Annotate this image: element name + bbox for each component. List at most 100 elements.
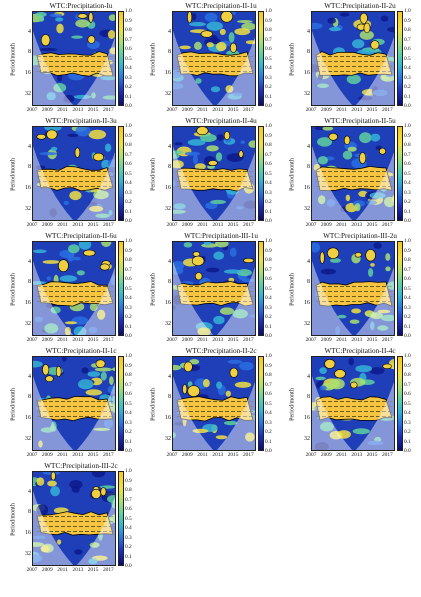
coherence-blob [373, 242, 382, 249]
wtc-panel: WTC:Precipitation-II-6u Period/month 4 8 16 3… [6, 232, 146, 367]
x-tick-label: 2017 [102, 452, 114, 458]
coherence-blob [63, 200, 69, 205]
coherence-blob [203, 379, 210, 388]
coherence-blob [367, 440, 384, 446]
coherence-blob [88, 326, 98, 334]
y-tick-label: 16 [165, 415, 171, 422]
x-tick-label: 2011 [197, 107, 208, 113]
colorbar [258, 356, 264, 451]
colorbar-tick-label: 0.3 [125, 189, 132, 196]
x-tick-label: 2013 [212, 107, 224, 113]
colorbar-tick-label: 0.4 [125, 525, 132, 531]
colorbar-tick-label: 0.1 [404, 323, 411, 330]
coherence-blob [355, 365, 372, 373]
y-tick-label: 8 [307, 49, 310, 56]
wtc-panel: WTC:Precipitation-III-2c Period/month 4 8 16… [6, 462, 146, 597]
panel-title: WTC:Precipitation-II-6u [45, 232, 117, 240]
coherence-blob [358, 96, 373, 101]
coherence-blob [109, 376, 114, 386]
x-tick-label: 2015 [227, 107, 239, 113]
significant-island [238, 150, 244, 158]
coherence-blob [195, 78, 202, 84]
significant-island [324, 359, 336, 369]
coherence-blob [111, 395, 115, 404]
significant-island [187, 12, 193, 24]
coherence-blob [329, 27, 341, 32]
colorbar-tick-label: 0.2 [125, 429, 132, 435]
x-tick-label: 2017 [102, 337, 114, 343]
y-axis-label: Period/month [10, 158, 17, 191]
y-tick-label: 16 [25, 70, 31, 77]
x-tick-label: 2017 [381, 452, 393, 458]
coherence-blob [377, 325, 389, 331]
colorbar-tick-label: 1.0 [125, 468, 132, 474]
x-tick-label: 2009 [181, 107, 193, 113]
x-tick-label: 2013 [212, 222, 224, 228]
wavelet-coherence-plot [311, 11, 395, 106]
cone-of-influence [33, 491, 115, 565]
significant-island [379, 147, 387, 155]
coherence-blob [322, 127, 334, 131]
coherence-blob [173, 180, 176, 187]
y-tick-label: 16 [304, 185, 310, 192]
coherence-blob [47, 480, 57, 487]
coherence-blob [89, 205, 104, 212]
x-tick-label: 2007 [305, 452, 317, 458]
y-tick-label: 32 [25, 90, 31, 97]
coherence-blob [206, 145, 219, 152]
colorbar-tick-label: 0.1 [125, 93, 132, 100]
coherence-blob [34, 316, 43, 323]
y-tick-label: 4 [168, 28, 171, 35]
cone-of-influence [173, 146, 255, 220]
coherence-blob [197, 327, 211, 335]
coherence-blob [35, 12, 47, 17]
coherence-blob [179, 45, 191, 50]
colorbar-tick-label: 0.6 [125, 276, 132, 282]
x-tick-label: 2013 [351, 107, 363, 113]
coherence-blob [234, 381, 252, 388]
significant-island [196, 127, 209, 136]
coherence-blob [93, 190, 109, 200]
colorbar-tick-label: 0.6 [265, 391, 272, 397]
colorbar-tick-label: 0.0 [125, 218, 132, 224]
significant-island [46, 129, 58, 140]
wtc-panel: WTC:Precipitation-II-3u Period/month 4 8 16 3… [6, 117, 146, 252]
coherence-blob [339, 12, 350, 17]
x-tick-label: 2017 [242, 337, 254, 343]
coherence-blob [38, 17, 45, 22]
colorbar [118, 471, 124, 566]
colorbar-tick-label: 0.9 [404, 17, 411, 24]
coherence-blob [349, 319, 360, 324]
colorbar-tick-label: 0.2 [404, 199, 411, 205]
coherence-blob [318, 195, 326, 205]
coherence-blob [372, 89, 388, 97]
coherence-blob [40, 427, 55, 433]
colorbar-tick-label: 0.4 [125, 410, 132, 416]
x-tick-label: 2007 [166, 107, 178, 113]
coherence-blob [91, 472, 106, 478]
significant-region [176, 51, 254, 77]
colorbar-tick-label: 0.7 [265, 151, 272, 158]
y-axis-label: Period/month [10, 273, 17, 306]
significant-region [36, 511, 114, 536]
coherence-blob [385, 266, 391, 272]
x-tick-label: 2017 [242, 222, 254, 228]
colorbar-tick-label: 0.0 [404, 448, 411, 454]
y-axis-label: Period/month [289, 43, 296, 76]
y-tick-label: 32 [25, 435, 31, 442]
coherence-blob [93, 427, 110, 431]
x-tick-label: 2015 [366, 337, 378, 343]
significant-island [57, 259, 69, 273]
y-tick-label: 4 [28, 258, 31, 265]
coherence-blob [248, 140, 255, 148]
coherence-blob [342, 150, 353, 160]
x-tick-label: 2009 [181, 337, 193, 343]
coherence-blob [64, 326, 71, 335]
figure-grid: WTC:Precipitation-Iu Period/month 4 8 16 32 20… [6, 2, 411, 573]
x-tick-label: 2009 [41, 337, 53, 343]
significant-island [229, 367, 239, 378]
colorbar-tick-label: 1.0 [404, 353, 411, 359]
coherence-blob [33, 281, 47, 285]
coherence-blob [49, 208, 57, 217]
significant-island [191, 255, 205, 266]
